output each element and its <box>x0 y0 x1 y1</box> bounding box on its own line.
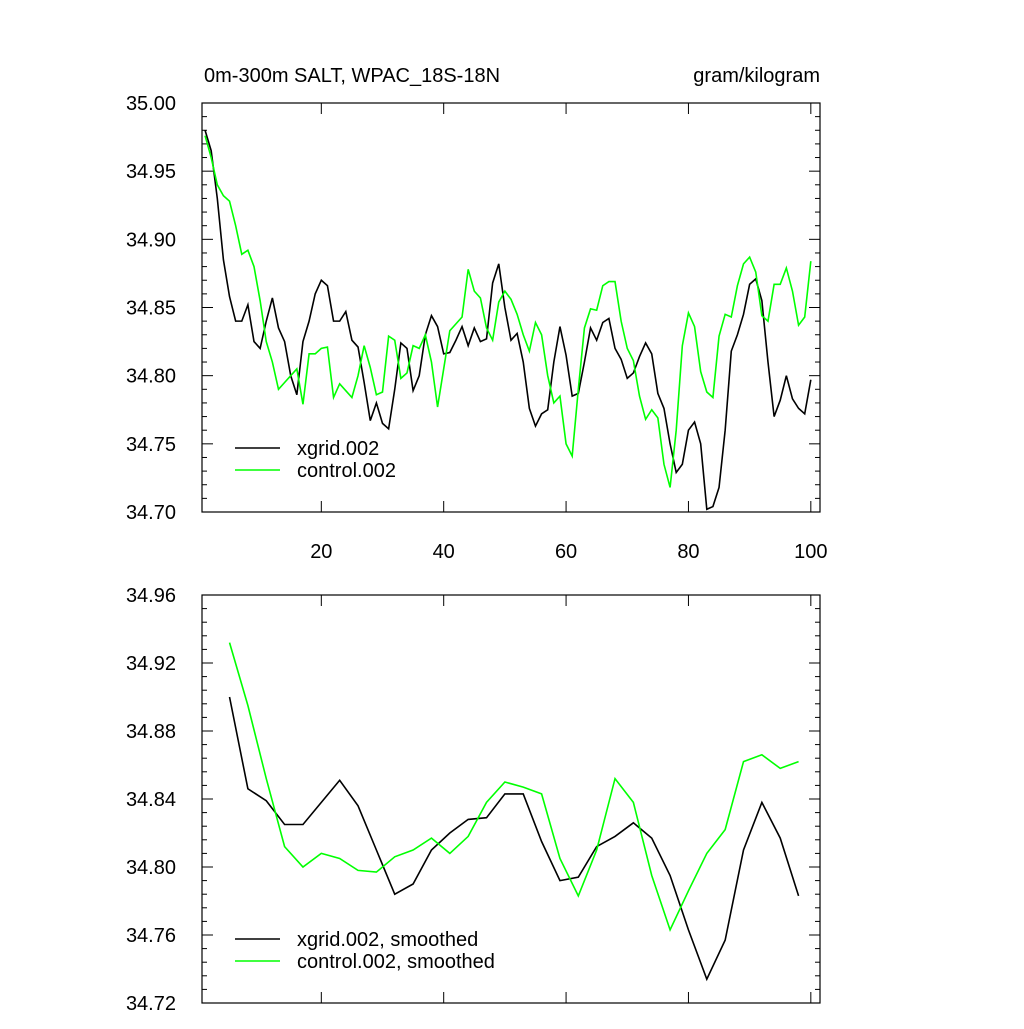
x-tick-label: 20 <box>310 541 332 563</box>
legend-label: xgrid.002, smoothed <box>297 929 478 951</box>
y-tick-label: 34.76 <box>126 925 176 947</box>
y-tick-label: 35.00 <box>126 93 176 115</box>
y-tick-label: 34.75 <box>126 434 176 456</box>
series-line <box>228 696 800 982</box>
y-tick-label: 34.92 <box>126 653 176 675</box>
y-tick-label: 34.85 <box>126 298 176 320</box>
y-tick-label: 34.70 <box>126 502 176 524</box>
y-tick-label: 34.96 <box>126 585 176 607</box>
y-tick-label: 34.90 <box>126 229 176 251</box>
y-tick-label: 34.80 <box>126 857 176 879</box>
series-line <box>204 130 812 511</box>
x-tick-label: 60 <box>555 541 577 563</box>
plot-frame <box>201 102 821 513</box>
x-tick-label: 80 <box>677 541 699 563</box>
y-tick-label: 34.88 <box>126 721 176 743</box>
series-line <box>228 642 799 933</box>
y-tick-label: 34.84 <box>126 789 176 811</box>
legend-label: control.002 <box>297 460 396 482</box>
y-tick-label: 34.72 <box>126 993 176 1015</box>
y-tick-label: 34.80 <box>126 366 176 388</box>
legend-label: control.002, smoothed <box>297 951 495 973</box>
y-tick-label: 34.95 <box>126 161 176 183</box>
chart-title: 0m-300m SALT, WPAC_18S-18N <box>204 65 500 87</box>
legend-label: xgrid.002 <box>297 438 379 460</box>
x-tick-label: 100 <box>794 541 827 563</box>
plot-frame <box>201 594 821 1004</box>
x-tick-label: 40 <box>433 541 455 563</box>
series-line <box>204 135 812 488</box>
chart-units: gram/kilogram <box>693 65 820 87</box>
